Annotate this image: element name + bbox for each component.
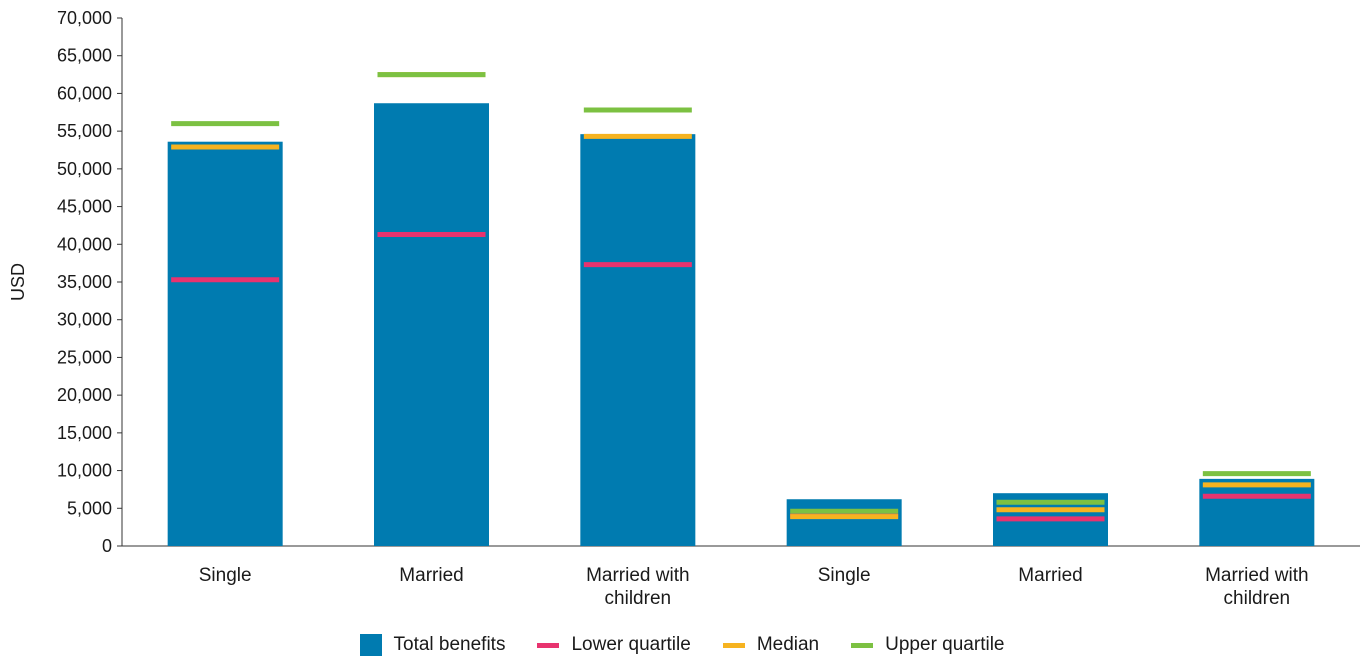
y-tick-label: 0 (102, 536, 112, 556)
legend-item-total-benefits: Total benefits (359, 634, 506, 656)
legend-label: Median (756, 634, 820, 655)
x-tick-label: Single (818, 565, 871, 586)
legend-item-lower-quartile: Lower quartile (537, 634, 691, 656)
y-tick-label: 15,000 (57, 423, 112, 443)
bar-total-benefits (167, 141, 283, 546)
x-tick-label: Married (399, 565, 463, 586)
legend-swatch (722, 642, 745, 648)
y-axis-title: USD (8, 263, 28, 301)
quartile-markers (171, 72, 1311, 522)
y-tick-label: 65,000 (57, 46, 112, 66)
chart: 0 5,000 10,000 15,000 20,000 25,000 30,000 35,0… (8, 8, 1360, 609)
x-tick-label: Married (1018, 565, 1082, 586)
y-tick-label: 45,000 (57, 197, 112, 217)
y-tick-label: 50,000 (57, 159, 112, 179)
bar-total-benefits (580, 134, 696, 546)
y-tick-label: 60,000 (57, 83, 112, 103)
x-axis: Single Married Married with children Single M… (122, 545, 1360, 609)
y-tick-label: 35,000 (57, 272, 112, 292)
legend-swatch (359, 634, 382, 656)
y-tick-label: 25,000 (57, 347, 112, 367)
y-tick-label: 10,000 (57, 461, 112, 481)
x-tick-label: Married with children (1205, 565, 1308, 609)
bar-total-benefits (374, 103, 489, 546)
legend-swatch (537, 642, 560, 648)
y-tick-label: 55,000 (57, 121, 112, 141)
legend-item-median: Median (722, 634, 820, 656)
y-tick-label: 30,000 (57, 310, 112, 330)
x-tick-label: Single (199, 565, 252, 586)
legend-label: Total benefits (393, 634, 506, 655)
bars (167, 103, 1315, 546)
y-tick-label: 40,000 (57, 234, 112, 254)
y-tick-label: 20,000 (57, 385, 112, 405)
x-tick-label: Married with children (586, 565, 689, 609)
y-tick-label: 5,000 (67, 498, 112, 518)
y-tick-label: 70,000 (57, 8, 112, 28)
legend: Total benefits Lower quartile Median Upp… (0, 634, 1364, 656)
legend-swatch (851, 642, 874, 648)
legend-label: Lower quartile (571, 634, 691, 655)
bar-total-benefits (1199, 478, 1315, 546)
legend-label: Upper quartile (885, 634, 1005, 655)
bar-total-benefits (786, 499, 902, 546)
legend-item-upper-quartile: Upper quartile (851, 634, 1004, 656)
y-axis: 0 5,000 10,000 15,000 20,000 25,000 30,000 35,0… (57, 8, 123, 556)
